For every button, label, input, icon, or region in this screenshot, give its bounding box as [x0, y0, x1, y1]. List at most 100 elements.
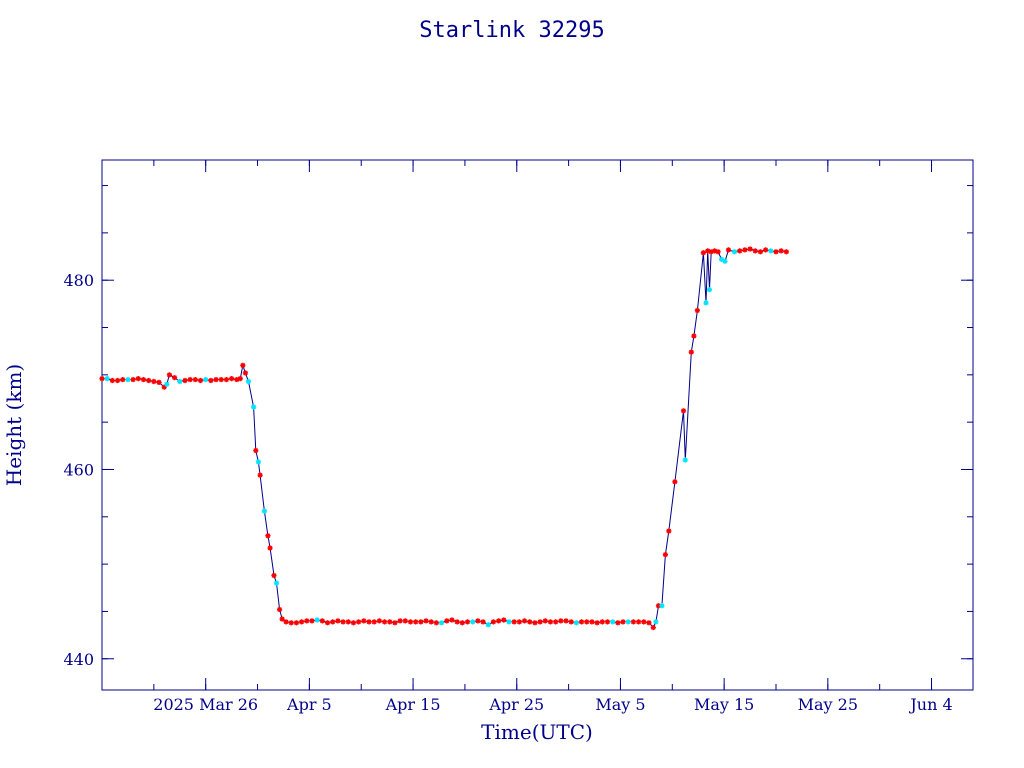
- data-point: [120, 376, 126, 383]
- data-point: [558, 618, 564, 624]
- data-point: [182, 377, 188, 384]
- data-point: [511, 619, 517, 625]
- data-point: [573, 620, 579, 626]
- data-point: [537, 619, 543, 625]
- data-point: [253, 447, 259, 454]
- data-point: [490, 619, 497, 625]
- data-point: [265, 533, 271, 539]
- data-point: [444, 618, 450, 624]
- data-point: [563, 618, 569, 624]
- x-tick-label: Apr 25: [488, 695, 544, 714]
- data-point: [752, 248, 758, 254]
- data-point: [542, 618, 548, 624]
- data-point: [319, 618, 325, 624]
- data-point: [778, 248, 784, 254]
- data-point: [589, 619, 595, 625]
- data-point: [392, 620, 398, 626]
- data-point: [213, 376, 219, 383]
- data-point: [672, 479, 678, 485]
- data-point: [757, 249, 764, 255]
- data-point: [708, 249, 714, 255]
- data-point: [140, 376, 147, 383]
- data-point: [114, 377, 121, 384]
- data-point: [688, 349, 694, 355]
- data-point: [350, 620, 357, 626]
- data-point: [237, 376, 243, 382]
- data-point: [234, 376, 240, 383]
- data-point: [496, 618, 502, 624]
- data-point: [245, 378, 252, 385]
- data-point: [304, 618, 310, 624]
- data-point: [691, 333, 697, 339]
- data-point: [397, 618, 403, 624]
- data-point: [340, 619, 346, 625]
- data-point: [630, 619, 637, 625]
- data-point: [381, 619, 388, 625]
- data-point: [104, 376, 110, 382]
- data-point: [324, 620, 331, 626]
- data-point: [433, 620, 440, 626]
- data-point: [251, 404, 257, 410]
- data-point: [314, 617, 320, 623]
- data-point: [345, 619, 351, 625]
- data-point: [682, 457, 688, 463]
- y-tick-label: 460: [63, 460, 94, 479]
- data-point: [387, 619, 393, 625]
- data-point: [646, 620, 652, 626]
- x-axis-label: Time(UTC): [481, 720, 593, 744]
- data-point: [229, 376, 235, 382]
- data-point: [109, 377, 115, 384]
- data-point: [309, 618, 315, 624]
- data-point: [361, 618, 367, 624]
- x-tick-label: Apr 5: [286, 695, 332, 714]
- data-point: [428, 619, 434, 625]
- data-point: [171, 375, 178, 381]
- data-point: [273, 580, 280, 586]
- data-point: [276, 606, 283, 613]
- data-point: [279, 616, 285, 622]
- data-point: [650, 624, 656, 631]
- data-point: [584, 619, 590, 625]
- data-point: [662, 552, 668, 558]
- data-point: [99, 376, 105, 382]
- data-point: [464, 619, 471, 625]
- data-point: [625, 619, 631, 625]
- data-point: [242, 370, 249, 376]
- data-point: [501, 617, 507, 623]
- data-point: [578, 619, 585, 625]
- data-point: [418, 619, 424, 625]
- data-point: [203, 376, 209, 383]
- data-point: [164, 381, 170, 387]
- data-point: [438, 620, 445, 626]
- data-point: [454, 619, 460, 625]
- data-point: [783, 249, 789, 255]
- data-point: [335, 618, 341, 624]
- data-point: [283, 619, 289, 625]
- data-point: [655, 603, 662, 609]
- data-point: [257, 472, 263, 478]
- data-point: [423, 618, 429, 624]
- data-point: [371, 619, 377, 625]
- data-point: [192, 376, 198, 383]
- data-point: [267, 545, 273, 551]
- data-point: [413, 619, 419, 625]
- data-point: [485, 622, 491, 628]
- data-point: [635, 619, 642, 625]
- data-point: [615, 620, 621, 626]
- data-point: [568, 619, 574, 625]
- data-point: [177, 378, 183, 385]
- data-point: [197, 377, 204, 384]
- data-point: [715, 249, 721, 255]
- tick-labels: 2025 Mar 26 Apr 5 Apr 15 Apr 25 May 5 May 15 M…: [63, 271, 952, 714]
- data-point: [718, 256, 725, 262]
- data-point: [653, 619, 659, 625]
- data-point: [747, 246, 753, 252]
- data-point: [722, 258, 728, 264]
- data-point: [680, 408, 687, 414]
- data-point: [527, 619, 533, 625]
- data-point: [470, 619, 476, 625]
- data-point: [240, 362, 246, 368]
- data-point: [521, 618, 528, 624]
- y-tick-label: 440: [63, 650, 94, 669]
